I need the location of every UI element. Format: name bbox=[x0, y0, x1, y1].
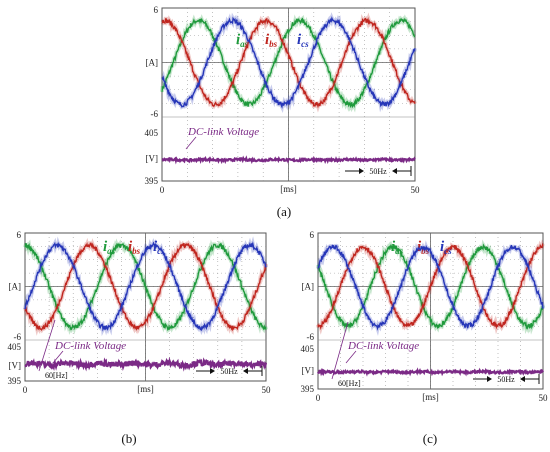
series-ibs-line bbox=[161, 17, 416, 109]
frequency-marker-left: 60[Hz] bbox=[338, 379, 361, 388]
series-label-base: i bbox=[236, 32, 241, 48]
series-label-ibs: ibs bbox=[128, 239, 141, 256]
series-label-dc-link: DC-link Voltage bbox=[347, 340, 419, 352]
x-tick-start: 0 bbox=[160, 185, 165, 195]
y-tick-voltage-max: 405 bbox=[145, 128, 159, 138]
series-ias-line bbox=[161, 17, 416, 109]
series-ias-line bbox=[24, 242, 267, 332]
y-unit-voltage: [V] bbox=[302, 366, 315, 376]
x-axis-unit: [ms] bbox=[137, 384, 154, 394]
series-label-ics: ics bbox=[440, 239, 452, 256]
y-tick-voltage-max: 405 bbox=[301, 344, 315, 354]
y-unit-current: [A] bbox=[9, 282, 22, 292]
x-tick-end: 50 bbox=[539, 393, 549, 403]
series-label-dc-link: DC-link Voltage bbox=[54, 340, 126, 352]
series-ibs-line bbox=[24, 242, 267, 332]
y-tick-voltage-min: 395 bbox=[301, 384, 315, 394]
series-ics-line bbox=[24, 241, 267, 332]
y-tick-current-min: -6 bbox=[151, 109, 159, 119]
series-label-ias: ias bbox=[236, 32, 249, 49]
series-dc-link-line bbox=[161, 155, 416, 165]
series-label-ics: ics bbox=[297, 32, 309, 49]
series-label-subscript: bs bbox=[132, 246, 141, 256]
series-label-ias: ias bbox=[103, 239, 116, 256]
series-label-subscript: bs bbox=[421, 246, 430, 256]
marker-arrowhead-right bbox=[392, 168, 397, 174]
y-tick-voltage-min: 395 bbox=[145, 176, 159, 186]
series-label-subscript: as bbox=[395, 246, 404, 256]
panel-caption: (c) bbox=[423, 431, 437, 446]
series-label-base: i bbox=[440, 239, 445, 255]
series-label-ibs: ibs bbox=[417, 239, 430, 256]
y-unit-current: [A] bbox=[302, 282, 315, 292]
series-label-ibs: ibs bbox=[265, 32, 278, 49]
series-label-base: i bbox=[103, 239, 108, 255]
marker-arrowhead-right bbox=[243, 368, 248, 374]
series-ics-line bbox=[161, 16, 416, 109]
series-ics-line bbox=[317, 244, 544, 331]
y-tick-voltage-min: 395 bbox=[8, 376, 22, 386]
y-tick-current-min: -6 bbox=[14, 332, 22, 342]
series-label-subscript: cs bbox=[444, 246, 452, 256]
series-ibs-line bbox=[317, 243, 544, 331]
y-tick-current-max: 6 bbox=[17, 230, 22, 240]
x-tick-start: 0 bbox=[23, 385, 28, 395]
series-dc-link-line bbox=[317, 367, 544, 377]
y-unit-voltage: [V] bbox=[146, 154, 159, 164]
frequency-marker-right: 50Hz bbox=[220, 367, 238, 376]
dc-link-label-pointer bbox=[345, 350, 357, 364]
series-ias-line bbox=[317, 243, 544, 330]
series-label-ics: ics bbox=[153, 239, 165, 256]
series-label-dc-link: DC-link Voltage bbox=[187, 126, 259, 138]
y-tick-current-max: 6 bbox=[154, 5, 159, 15]
series-label-subscript: cs bbox=[301, 39, 309, 49]
series-label-base: i bbox=[128, 239, 133, 255]
frequency-marker-right: 50Hz bbox=[497, 375, 515, 384]
series-label-base: i bbox=[417, 239, 422, 255]
x-axis-unit: [ms] bbox=[422, 392, 439, 402]
x-tick-start: 0 bbox=[316, 393, 321, 403]
panel-caption: (a) bbox=[277, 204, 291, 219]
dc-link-label-pointer bbox=[52, 350, 64, 364]
panel-caption: (b) bbox=[121, 431, 136, 446]
marker-arrowhead-left bbox=[487, 376, 492, 382]
x-tick-end: 50 bbox=[262, 385, 272, 395]
series-label-subscript: cs bbox=[157, 246, 165, 256]
x-axis-unit: [ms] bbox=[280, 184, 297, 194]
series-dc-link-line bbox=[24, 356, 268, 372]
marker-arrowhead-left bbox=[210, 368, 215, 374]
series-label-subscript: bs bbox=[269, 39, 278, 49]
y-unit-current: [A] bbox=[146, 58, 159, 68]
y-tick-current-max: 6 bbox=[310, 230, 315, 240]
series-label-base: i bbox=[297, 32, 302, 48]
marker-arrowhead-left bbox=[359, 168, 364, 174]
y-tick-current-min: -6 bbox=[307, 332, 315, 342]
left-marker-pointer bbox=[331, 321, 349, 380]
series-label-subscript: as bbox=[240, 39, 249, 49]
y-tick-voltage-max: 405 bbox=[8, 342, 22, 352]
series-label-subscript: as bbox=[107, 246, 116, 256]
series-label-base: i bbox=[153, 239, 158, 255]
dc-link-label-pointer bbox=[185, 136, 197, 150]
series-label-base: i bbox=[391, 239, 396, 255]
y-unit-voltage: [V] bbox=[9, 361, 22, 371]
frequency-marker-left: 60[Hz] bbox=[45, 371, 68, 380]
left-marker-pointer bbox=[38, 319, 56, 372]
series-label-base: i bbox=[265, 32, 270, 48]
frequency-marker-right: 50Hz bbox=[369, 167, 387, 176]
x-tick-end: 50 bbox=[411, 185, 421, 195]
series-label-ias: ias bbox=[391, 239, 404, 256]
marker-arrowhead-right bbox=[520, 376, 525, 382]
